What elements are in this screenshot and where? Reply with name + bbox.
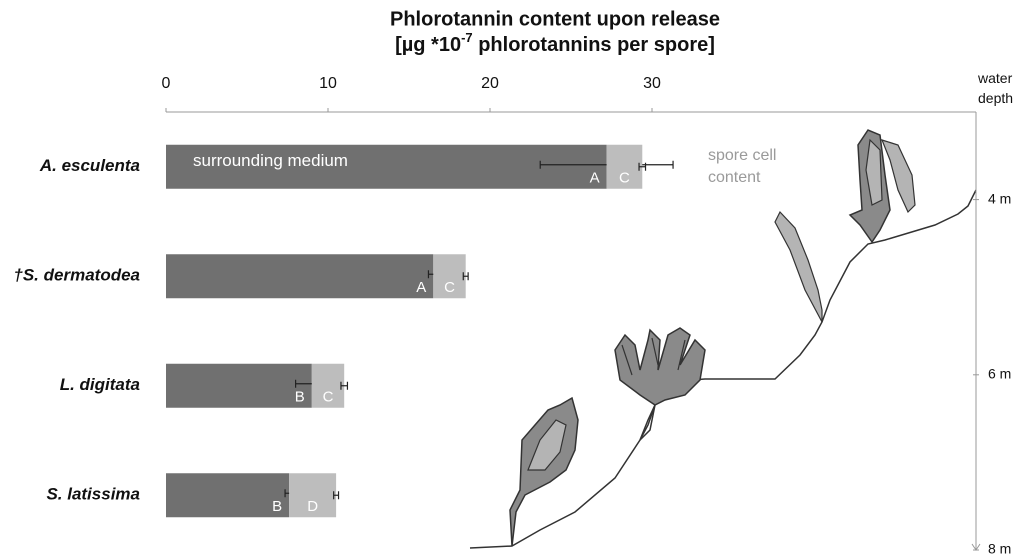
legend-entry: surrounding medium <box>193 151 348 170</box>
x-axis-label: [µg *10-7 phlorotannins per spore] <box>395 30 715 56</box>
bar-segment <box>606 144 643 189</box>
error-bar <box>462 272 469 281</box>
depth-tick-label: 4 m <box>988 190 1011 206</box>
bar-segment <box>166 473 290 518</box>
depth-axis-label: water depth <box>978 70 1014 106</box>
bar-segment <box>311 363 345 408</box>
seaweed-illustrations <box>509 129 916 547</box>
significance-letter: C <box>444 279 455 296</box>
x-axis-label-part: [µg *10 <box>395 34 461 56</box>
seafloor <box>469 189 977 549</box>
bar-segment <box>433 254 466 299</box>
significance-letter: C <box>323 389 334 406</box>
x-tick-label: 0 <box>162 75 171 92</box>
error-bar <box>340 381 349 390</box>
significance-letter: B <box>272 498 282 515</box>
depth-axis-label-box: water depth <box>978 70 1014 106</box>
category-label: †S. dermatodea <box>13 266 140 285</box>
x-axis-label-sup: -7 <box>461 30 473 45</box>
depth-tick-label: 8 m <box>988 541 1011 557</box>
x-tick-label: 30 <box>643 75 661 92</box>
significance-letter: A <box>416 279 426 296</box>
bar-segment <box>166 144 607 189</box>
error-bar <box>333 491 340 500</box>
x-axis-label-part: phlorotannins per spore] <box>473 34 715 56</box>
bar-segment <box>166 363 312 408</box>
x-tick-label: 10 <box>319 75 337 92</box>
error-bar <box>638 162 647 171</box>
significance-letter: C <box>619 170 630 187</box>
chart-title: Phlorotannin content upon release <box>390 8 720 30</box>
legend-container: spore cell content <box>708 147 777 186</box>
bar-segment <box>166 254 434 299</box>
significance-letter: D <box>307 498 318 515</box>
x-tick-label: 20 <box>481 75 499 92</box>
legend-entry: spore cell content <box>708 147 777 186</box>
significance-letter: A <box>590 170 600 187</box>
significance-letter: B <box>295 389 305 406</box>
category-label: A. esculenta <box>39 156 140 175</box>
category-label: S. latissima <box>46 485 140 504</box>
depth-tick-label: 6 m <box>988 366 1011 382</box>
bar-segment <box>289 473 337 518</box>
category-label: L. digitata <box>60 375 140 394</box>
